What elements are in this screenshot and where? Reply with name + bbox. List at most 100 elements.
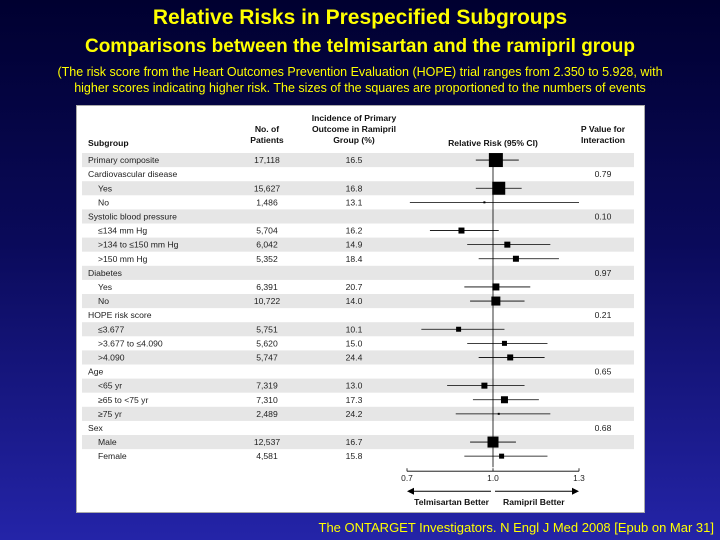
forest-plot-panel: Subgroup No. of Patients Incidence of Prima… — [76, 105, 645, 513]
row-patients: 12,537 — [254, 437, 281, 447]
slide-subtitle: Comparisons between the telmisartan and … — [84, 36, 636, 57]
header-patients: Patients — [250, 135, 284, 145]
row-label: No — [98, 296, 109, 306]
row-patients: 5,704 — [256, 226, 278, 236]
slide-title: Relative Risks in Prespecified Subgroups — [152, 6, 568, 29]
row-label: HOPE risk score — [88, 310, 152, 320]
row-incidence: 16.8 — [346, 183, 363, 193]
row-label: Primary composite — [88, 155, 159, 165]
row-label: >3.677 to ≤4.090 — [98, 338, 163, 348]
row-incidence: 24.4 — [346, 352, 363, 362]
citation: The ONTARGET Investigators. N Engl J Med… — [318, 520, 714, 535]
row-label: <65 yr — [98, 381, 122, 391]
row-label: ≥75 yr — [98, 409, 122, 419]
row-incidence: 15.8 — [346, 451, 363, 461]
row-label: No — [98, 197, 109, 207]
row-incidence: 10.1 — [346, 324, 363, 334]
row-label: Female — [98, 451, 127, 461]
note-line-1: (The risk score from the Heart Outcomes … — [57, 65, 663, 79]
row-label: >134 to ≤150 mm Hg — [98, 240, 179, 250]
point-marker — [456, 326, 462, 332]
row-patients: 6,042 — [256, 240, 278, 250]
row-shade — [82, 209, 634, 224]
row-label: Yes — [98, 282, 112, 292]
row-incidence: 13.0 — [346, 381, 363, 391]
point-marker — [488, 153, 503, 168]
point-marker — [497, 412, 500, 415]
header-incidence: Incidence of Primary — [312, 113, 397, 123]
row-patients: 5,751 — [256, 324, 278, 334]
header-p-value: Interaction — [581, 135, 625, 145]
row-shade — [82, 265, 634, 280]
x-tick-label: 0.7 — [401, 473, 413, 483]
header-relative-risk: Relative Risk (95% CI) — [448, 138, 538, 148]
row-incidence: 16.7 — [346, 437, 363, 447]
point-marker — [512, 255, 519, 262]
row-p-value: 0.68 — [595, 423, 612, 433]
point-marker — [504, 241, 511, 248]
row-patients: 1,486 — [256, 197, 278, 207]
point-marker — [507, 354, 514, 361]
point-marker — [492, 283, 500, 291]
row-incidence: 20.7 — [346, 282, 363, 292]
row-p-value: 0.10 — [595, 211, 612, 221]
point-marker — [458, 227, 465, 234]
row-label: Male — [98, 437, 117, 447]
row-shade — [82, 378, 634, 393]
row-patients: 5,620 — [256, 338, 278, 348]
row-patients: 10,722 — [254, 296, 281, 306]
header-subgroup: Subgroup — [88, 138, 129, 148]
row-shade — [82, 322, 634, 337]
row-incidence: 17.3 — [346, 395, 363, 405]
row-incidence: 24.2 — [346, 409, 363, 419]
point-marker — [481, 382, 488, 389]
header-p-value: P Value for — [581, 124, 626, 134]
right-direction-label: Ramipril Better — [503, 497, 565, 507]
row-patients: 2,489 — [256, 409, 278, 419]
row-patients: 17,118 — [254, 155, 280, 165]
right-arrow-head — [572, 487, 579, 495]
row-incidence: 16.2 — [346, 226, 363, 236]
point-marker — [492, 181, 506, 195]
row-incidence: 14.9 — [346, 240, 363, 250]
point-marker — [483, 201, 486, 204]
row-incidence: 15.0 — [346, 338, 363, 348]
point-marker — [491, 296, 501, 306]
point-marker — [499, 453, 505, 459]
slide-note: (The risk score from the Heart Outcomes … — [10, 64, 710, 96]
left-arrow-head — [407, 487, 414, 495]
row-patients: 5,747 — [256, 352, 278, 362]
row-patients: 5,352 — [256, 254, 278, 264]
point-marker — [500, 396, 508, 404]
row-p-value: 0.79 — [595, 169, 612, 179]
row-label: Diabetes — [88, 268, 122, 278]
header-patients: No. of — [255, 124, 279, 134]
row-shade — [82, 350, 634, 365]
row-incidence: 18.4 — [346, 254, 363, 264]
header-incidence: Group (%) — [333, 135, 375, 145]
row-shade — [82, 237, 634, 252]
row-incidence: 16.5 — [346, 155, 363, 165]
note-line-2: higher scores indicating higher risk. Th… — [74, 81, 646, 95]
row-p-value: 0.21 — [595, 310, 612, 320]
row-label: Yes — [98, 183, 112, 193]
row-label: ≤3.677 — [98, 324, 124, 334]
x-tick-label: 1.0 — [487, 473, 499, 483]
row-p-value: 0.65 — [595, 367, 612, 377]
row-label: >150 mm Hg — [98, 254, 148, 264]
row-patients: 6,391 — [256, 282, 278, 292]
row-label: ≥65 to <75 yr — [98, 395, 148, 405]
x-tick-label: 1.3 — [573, 473, 585, 483]
row-shade — [82, 406, 634, 421]
row-p-value: 0.97 — [595, 268, 612, 278]
row-patients: 4,581 — [256, 451, 278, 461]
row-label: ≤134 mm Hg — [98, 226, 147, 236]
row-patients: 7,319 — [256, 381, 278, 391]
row-label: Sex — [88, 423, 104, 433]
row-label: >4.090 — [98, 352, 125, 362]
left-direction-label: Telmisartan Better — [414, 497, 489, 507]
row-label: Age — [88, 367, 104, 377]
row-label: Systolic blood pressure — [88, 211, 177, 221]
row-incidence: 14.0 — [346, 296, 363, 306]
